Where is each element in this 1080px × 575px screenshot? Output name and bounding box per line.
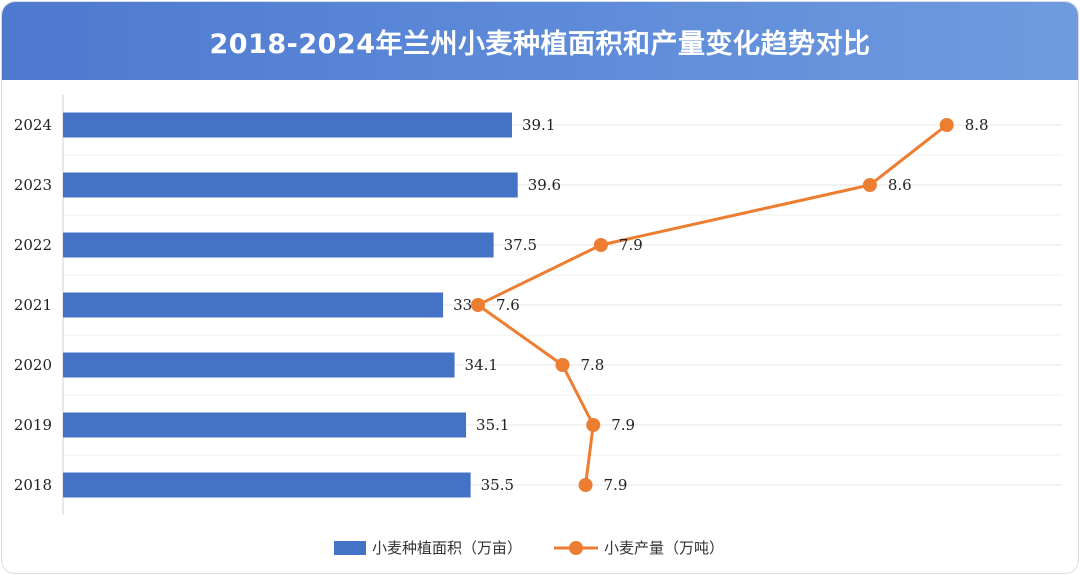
bar [63, 172, 518, 198]
bar-value-label: 34.1 [465, 356, 498, 374]
chart-title: 2018-2024年兰州小麦种植面积和产量变化趋势对比 [209, 28, 871, 60]
bar [63, 292, 444, 318]
bar-value-label: 35.1 [476, 416, 509, 434]
legend-area-label: 小麦种植面积（万亩） [372, 539, 522, 557]
title-bar: 2018-2024年兰州小麦种植面积和产量变化趋势对比 [2, 2, 1078, 80]
production-value-label: 7.9 [611, 416, 635, 434]
category-label: 2018 [14, 476, 52, 494]
category-label: 2020 [14, 356, 52, 374]
production-point [593, 238, 608, 252]
production-value-label: 8.8 [965, 116, 989, 134]
bar [63, 412, 467, 438]
production-point [555, 358, 570, 372]
production-point [939, 118, 954, 132]
category-label: 2019 [14, 416, 52, 434]
bar-value-label: 39.6 [528, 176, 561, 194]
production-value-label: 8.6 [888, 176, 912, 194]
production-value-label: 7.8 [581, 356, 605, 374]
bar-value-label: 35.5 [481, 476, 514, 494]
production-point [862, 178, 877, 192]
category-label: 2022 [14, 236, 52, 254]
production-point [586, 418, 601, 432]
legend-production-label: 小麦产量（万吨） [604, 539, 724, 557]
bar [63, 112, 512, 138]
bar [63, 472, 471, 498]
bar-value-label: 37.5 [504, 236, 537, 254]
bar [63, 352, 455, 378]
production-point [470, 298, 485, 312]
production-value-label: 7.6 [496, 296, 520, 314]
production-value-label: 7.9 [604, 476, 628, 494]
category-label: 2024 [14, 116, 52, 134]
production-point [578, 478, 593, 492]
legend-production-marker [569, 541, 583, 555]
production-value-label: 7.9 [619, 236, 643, 254]
category-label: 2023 [14, 176, 52, 194]
bar-value-label: 39.1 [522, 116, 555, 134]
bar [63, 232, 494, 258]
category-label: 2021 [14, 296, 52, 314]
legend-area-swatch [334, 541, 366, 555]
